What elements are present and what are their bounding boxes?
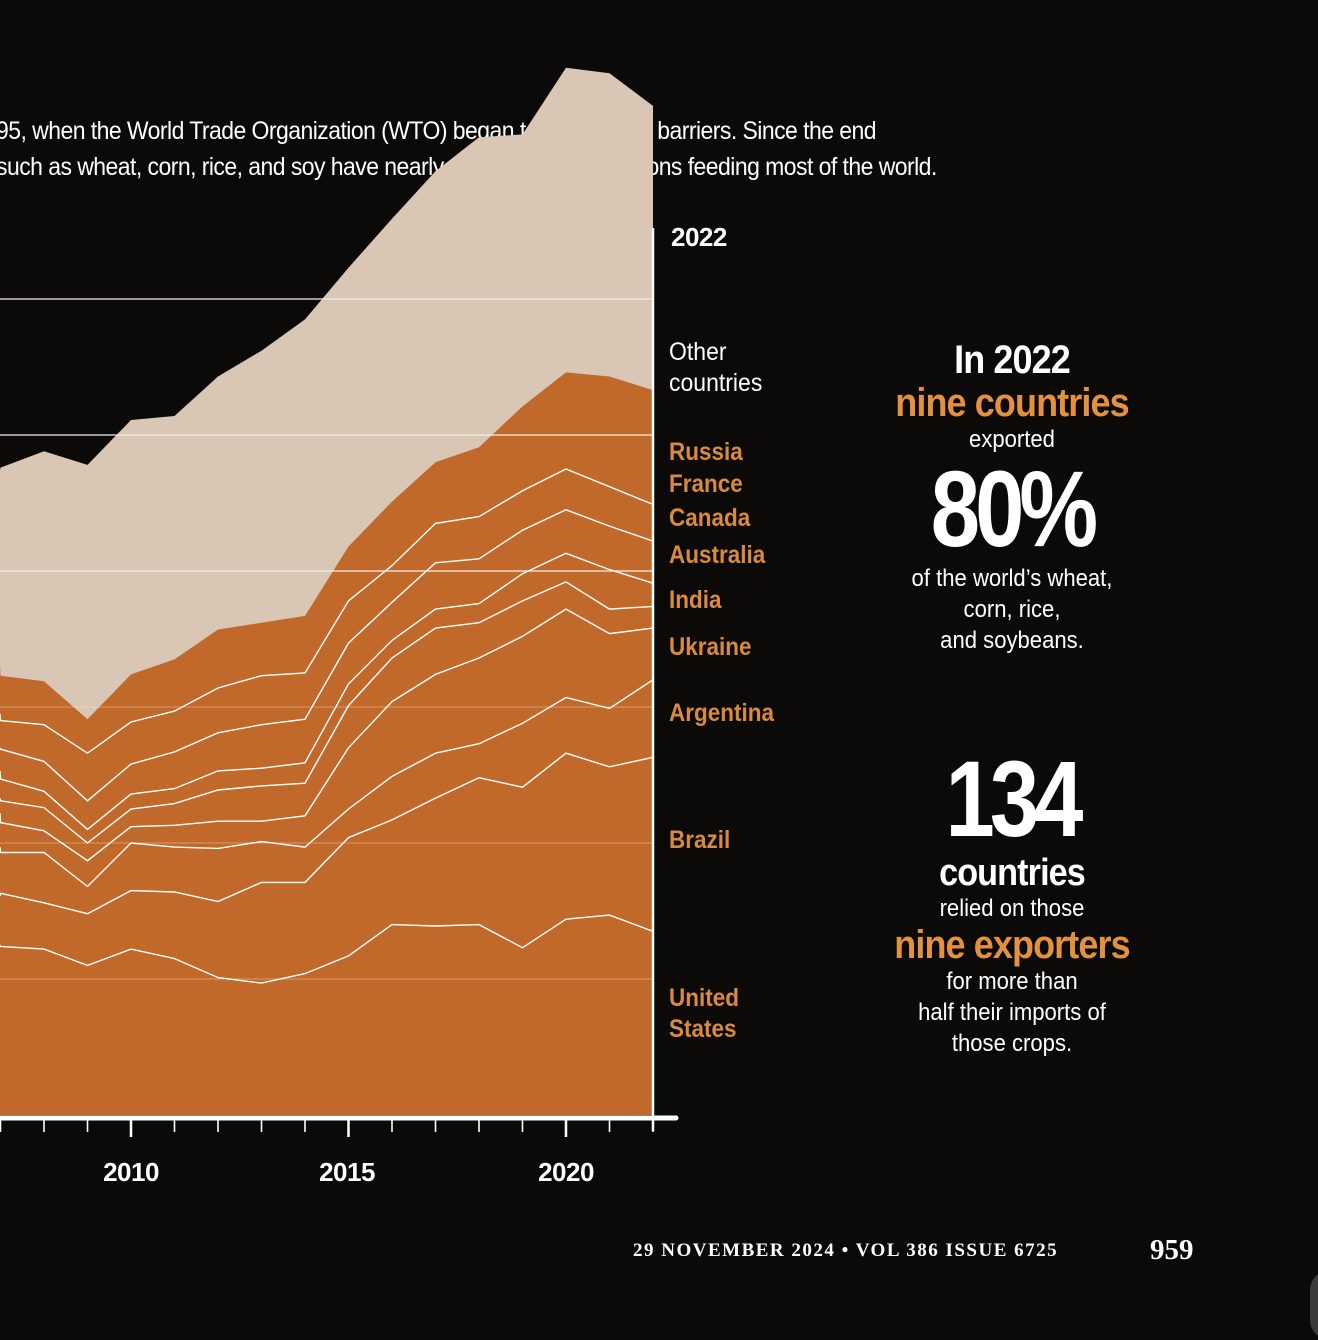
area-layers <box>0 67 653 1115</box>
series-line-canada <box>0 509 654 802</box>
series-line-india <box>0 581 654 844</box>
callout-dependence: 134 countries relied on those nine expor… <box>862 745 1162 1059</box>
issue-footer: 29 NOVEMBER 2024 • VOL 386 ISSUE 6725 <box>633 1240 1059 1261</box>
label-india: India <box>669 586 722 614</box>
series-line-france <box>0 468 654 755</box>
scroll-handle[interactable] <box>1310 1270 1318 1340</box>
gridlines <box>0 298 653 980</box>
callout1-line6: and soybeans. <box>940 627 1084 654</box>
callout1-line4: of the world’s wheat, <box>911 565 1113 592</box>
end-year-label: 2022 <box>671 222 727 252</box>
callout2-countries: countries <box>939 852 1086 894</box>
label-france: France <box>669 470 743 498</box>
callout1-year: In 2022 <box>954 338 1071 382</box>
series-line-united-states <box>0 914 654 984</box>
series-boundaries <box>0 468 654 984</box>
callout1-line5: corn, rice, <box>963 596 1061 623</box>
x-tick-label-2010: 2010 <box>103 1157 159 1187</box>
page-number: 959 <box>1150 1234 1194 1266</box>
callout1-nine-countries: nine countries <box>895 381 1129 425</box>
label-russia: Russia <box>669 438 743 466</box>
callout-exports: In 2022 nine countries exported 80% of t… <box>862 338 1162 656</box>
label-argentina: Argentina <box>669 699 775 727</box>
x-tick-label-2020: 2020 <box>538 1157 594 1187</box>
label-brazil: Brazil <box>669 826 731 854</box>
callout2-number: 134 <box>945 738 1083 859</box>
intro-line-1: 95, when the World Trade Organization (W… <box>0 117 877 145</box>
series-line-brazil <box>0 752 654 915</box>
label-australia: Australia <box>669 541 766 569</box>
series-line-argentina <box>0 679 654 888</box>
label-ukraine: Ukraine <box>669 633 752 661</box>
x-tick-label-2015: 2015 <box>319 1157 375 1187</box>
callout2-line5: half their imports of <box>918 999 1106 1026</box>
callout2-nine-exporters: nine exporters <box>894 923 1130 967</box>
series-line-ukraine <box>0 608 654 862</box>
axes <box>0 228 679 1137</box>
label-canada: Canada <box>669 504 751 532</box>
callout1-percent: 80% <box>930 448 1098 569</box>
callout2-line6: those crops. <box>951 1030 1073 1057</box>
label-other-countries: Other countries <box>669 338 763 397</box>
callout2-line2: relied on those <box>939 895 1085 922</box>
label-united-states: United States <box>669 984 740 1043</box>
series-line-australia <box>0 552 654 831</box>
callout1-exported: exported <box>969 426 1055 453</box>
callout2-line4: for more than <box>946 968 1078 995</box>
